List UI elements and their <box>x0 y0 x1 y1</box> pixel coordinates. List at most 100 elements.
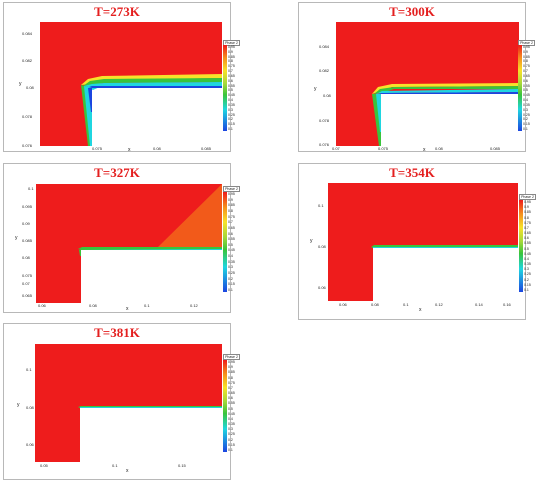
y-tick: 0.1 <box>26 367 32 372</box>
legend-value-label: 0.35 <box>228 102 235 107</box>
legend-value-label: 0.65 <box>228 225 235 230</box>
legend-value-label: 0.75 <box>228 380 235 385</box>
legend-value-label: 0.2 <box>523 117 528 122</box>
legend-value-label: 0.3 <box>228 427 233 432</box>
y-tick: 0.078 <box>22 114 33 119</box>
legend-value-label: 0.45 <box>523 93 530 98</box>
legend-value-label: 0.4 <box>228 254 233 259</box>
x-tick: 0.12 <box>190 303 198 308</box>
wall-film-cyan <box>376 94 381 132</box>
legend-value-label: 0.8 <box>228 375 233 380</box>
solid-step <box>80 408 222 462</box>
legend-value-label: 0.55 <box>228 237 235 242</box>
legend-value-label: 0.65 <box>524 231 531 236</box>
panel-title: T=354K <box>389 165 435 180</box>
solid-step <box>92 88 222 146</box>
x-tick: 0.15 <box>178 463 186 468</box>
legend-value-label: 0.35 <box>524 262 531 267</box>
legend-value-label: 0.8 <box>524 215 529 220</box>
x-tick: 0.08 <box>435 146 443 151</box>
legend-value-label: 0.5 <box>524 246 529 251</box>
x-axis-label: x <box>126 306 129 312</box>
x-tick: 0.08 <box>153 146 161 151</box>
legend-value-label: 0.1 <box>228 288 233 292</box>
legend-value-label: 0.8 <box>523 59 528 64</box>
legend-value-label: 0.2 <box>228 437 233 442</box>
legend-value-label: 0.35 <box>523 102 530 107</box>
legend-value-label: 0.35 <box>228 422 235 427</box>
legend-value-label: 0.95 <box>228 192 235 196</box>
legend-value-label: 0.45 <box>228 411 235 416</box>
y-tick: 0.09 <box>22 221 30 226</box>
legend-value-label: 0.3 <box>228 265 233 270</box>
y-tick: 0.08 <box>323 93 331 98</box>
legend-value-label: 0.4 <box>228 416 233 421</box>
panel-title: T=327K <box>94 165 140 180</box>
legend-value-label: 0.25 <box>228 432 235 437</box>
x-axis-label: x <box>419 307 422 313</box>
x-tick: 0.08 <box>371 302 379 307</box>
legend-value-label: 0.5 <box>228 406 233 411</box>
contour-plot-t273 <box>40 22 222 146</box>
legend-value-label: 0.9 <box>228 49 233 54</box>
legend-title: Phase 2 <box>223 40 240 46</box>
interface-yellow <box>372 83 519 94</box>
legend: Phase 2 0.95 0.9 0.85 0.8 0.75 0.7 0.65 0.6 0.55… <box>223 354 240 454</box>
legend-value-label: 0.1 <box>228 448 233 452</box>
legend-value-label: 0.2 <box>524 277 529 282</box>
contour-svg <box>35 344 222 462</box>
legend-value-label: 0.55 <box>228 83 235 88</box>
interface-blue <box>378 92 519 94</box>
legend-value-label: 0.45 <box>228 93 235 98</box>
x-tick: 0.16 <box>503 302 511 307</box>
legend-value-label: 0.9 <box>524 205 529 210</box>
y-axis-label: y <box>314 86 317 92</box>
contour-svg <box>36 184 222 303</box>
contour-plot-t381 <box>35 344 222 462</box>
y-tick: 0.1 <box>318 203 324 208</box>
x-tick: 0.085 <box>490 146 501 151</box>
legend-value-label: 0.6 <box>228 396 233 401</box>
legend-value-label: 0.6 <box>523 78 528 83</box>
legend-value-label: 0.7 <box>228 69 233 74</box>
legend-value-label: 0.15 <box>524 282 531 287</box>
legend-title: Phase 2 <box>223 186 240 192</box>
interface-green <box>374 86 519 94</box>
panel-title: T=273K <box>94 4 140 19</box>
legend-value-label: 0.8 <box>228 59 233 64</box>
panel-t354: T=354K 0.1 0.08 0.06 y 0.06 0.08 0.1 0.1… <box>298 163 536 320</box>
wall-film-green <box>79 250 81 256</box>
legend-value-label: 0.45 <box>228 248 235 253</box>
x-tick: 0.06 <box>339 302 347 307</box>
panel-title: T=300K <box>389 4 435 19</box>
legend-value-label: 0.7 <box>228 385 233 390</box>
interface-cyan <box>373 247 518 248</box>
legend-value-label: 0.15 <box>523 122 530 127</box>
legend-value-label: 0.3 <box>523 107 528 112</box>
legend-value-label: 0.75 <box>228 64 235 69</box>
contour-plot-t300 <box>336 22 519 146</box>
y-tick: 0.06 <box>26 442 34 447</box>
legend-value-label: 0.3 <box>524 267 529 272</box>
x-tick: 0.14 <box>475 302 483 307</box>
legend-value-label: 0.25 <box>228 271 235 276</box>
legend: Phase 2 0.95 0.9 0.85 0.8 0.75 0.7 0.65 0.6 0.55… <box>519 194 536 294</box>
interface-green <box>83 78 222 88</box>
legend-value-label: 0.1 <box>228 127 233 131</box>
legend-colorbar <box>519 200 523 292</box>
legend-value-label: 0.15 <box>228 282 235 287</box>
contour-svg <box>336 22 519 146</box>
legend-colorbar <box>518 45 522 131</box>
legend-value-label: 0.65 <box>523 73 530 78</box>
legend-value-label: 0.75 <box>524 220 531 225</box>
x-tick: 0.1 <box>144 303 150 308</box>
legend-value-label: 0.2 <box>228 117 233 122</box>
legend: Phase 2 0.95 0.9 0.85 0.8 0.75 0.7 0.65 0.6 0.55… <box>223 40 240 132</box>
x-tick: 0.12 <box>435 302 443 307</box>
solid-step <box>81 250 222 303</box>
y-tick: 0.08 <box>26 405 34 410</box>
solid-step <box>381 94 519 146</box>
y-tick: 0.085 <box>22 238 33 243</box>
interface-blue <box>86 86 222 88</box>
legend-value-label: 0.3 <box>228 107 233 112</box>
